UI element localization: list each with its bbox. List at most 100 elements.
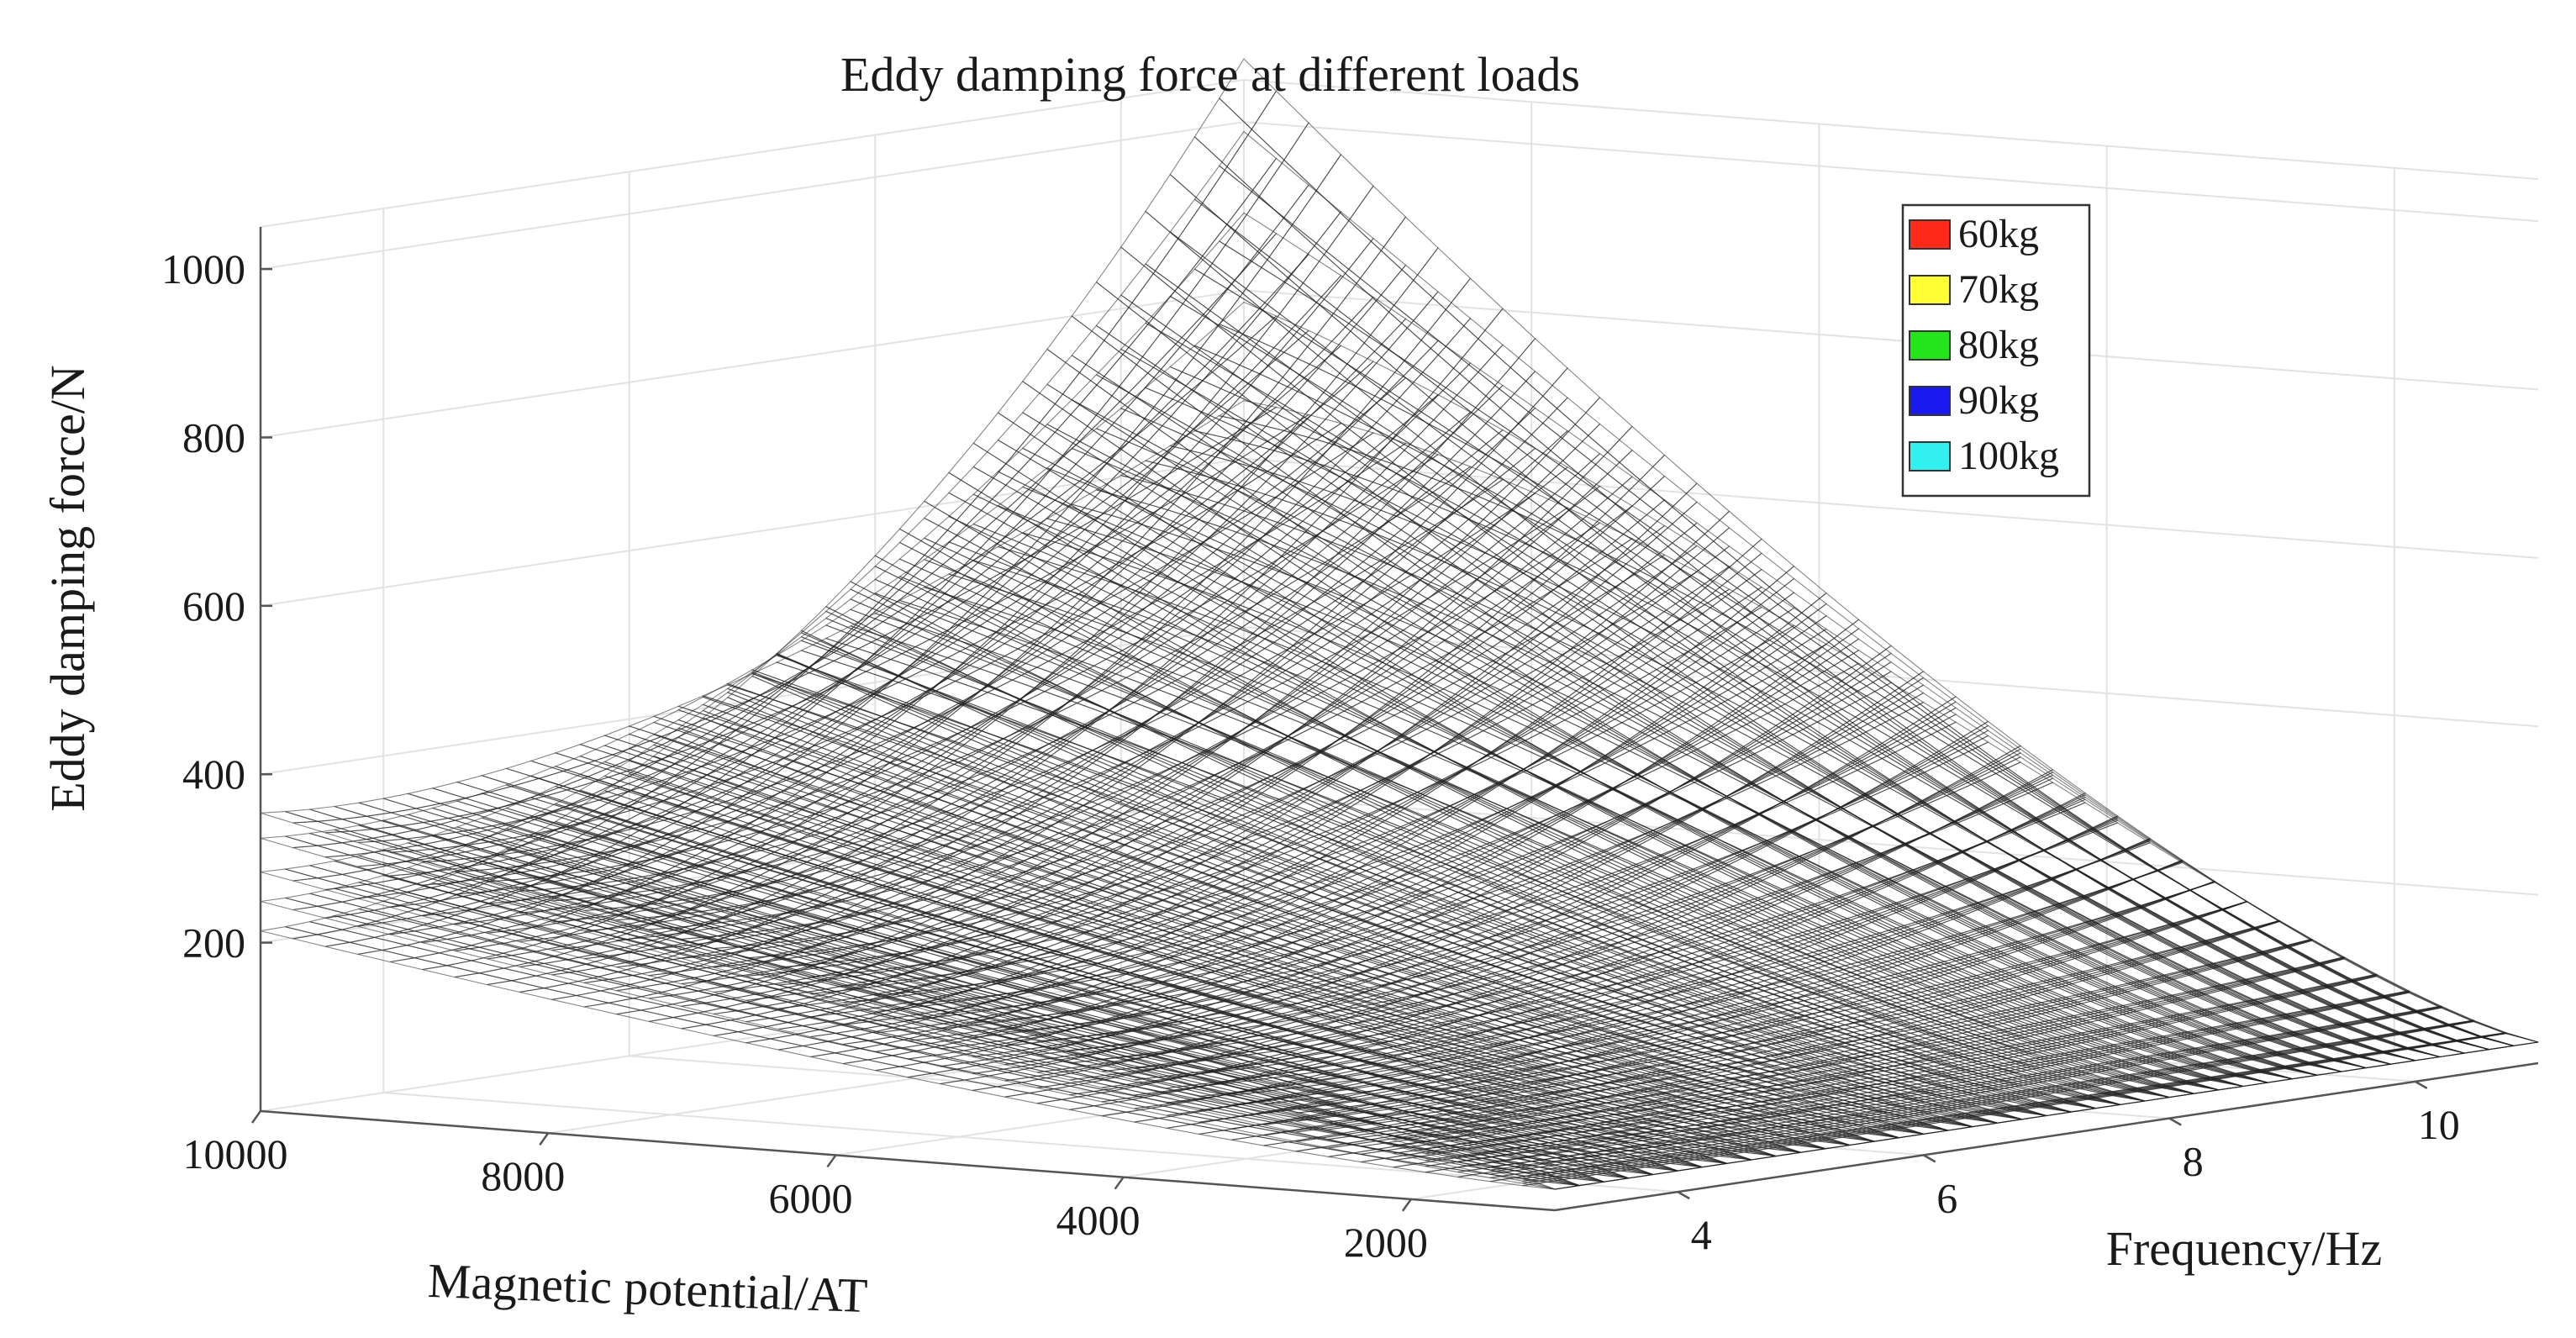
surface-patch	[1388, 365, 1447, 413]
surface-patch	[1376, 735, 1436, 767]
surface-patch	[1274, 374, 1333, 420]
surface-patch	[1208, 518, 1267, 554]
surface-patch	[1151, 493, 1210, 534]
surface-patch	[1145, 231, 1204, 288]
surface-patch	[874, 558, 934, 594]
surface-patch	[1192, 450, 1251, 486]
surface-patch	[1205, 739, 1265, 765]
surface-patch	[840, 662, 900, 694]
top-edge-right	[1243, 79, 2539, 180]
surface-patch	[820, 876, 881, 897]
surface-patch	[1158, 555, 1218, 589]
surface-patch	[1154, 845, 1214, 868]
surface-patch	[1189, 679, 1250, 709]
surface-patch	[839, 748, 899, 771]
surface-patch	[1046, 355, 1105, 406]
surface-patch	[1460, 525, 1520, 558]
surface-patch	[659, 826, 719, 848]
surface-patch	[260, 811, 318, 824]
surface-patch	[925, 977, 983, 993]
surface-patch	[1371, 472, 1430, 510]
surface-patch	[1725, 782, 1785, 814]
surface-patch	[586, 754, 647, 774]
surface-patch	[1373, 906, 1434, 928]
surface-patch	[1524, 661, 1583, 693]
surface-patch	[1839, 794, 1899, 827]
surface-patch	[1014, 935, 1075, 953]
surface-patch	[1736, 586, 1795, 625]
surface-patch	[1054, 403, 1113, 453]
surface-patch	[1856, 757, 1916, 789]
surface-patch	[1671, 522, 1731, 566]
surface-patch	[1144, 445, 1204, 470]
surface-patch	[1224, 566, 1283, 604]
surface-patch	[628, 715, 688, 737]
surface-patch	[933, 909, 994, 925]
surface-patch	[1177, 255, 1236, 312]
surface-patch	[1037, 503, 1096, 543]
surface-patch	[1442, 674, 1502, 704]
m-grid-floor	[260, 963, 1245, 1112]
surface-patch	[1057, 820, 1118, 845]
surface-patch	[586, 766, 646, 788]
surface-patch	[1736, 606, 1795, 641]
surface-patch	[968, 792, 1029, 814]
surface-patch	[1636, 760, 1696, 793]
surface-patch	[1412, 454, 1472, 484]
surface-patch	[898, 517, 958, 560]
surface-patch	[1467, 661, 1526, 691]
surface-patch	[893, 969, 951, 985]
surface-patch	[2104, 1027, 2165, 1046]
surface-patch	[1314, 438, 1373, 482]
surface-patch	[1035, 653, 1095, 680]
surface-patch	[1385, 661, 1445, 694]
surface-patch	[823, 703, 883, 730]
surface-patch	[930, 672, 989, 703]
surface-patch	[1515, 614, 1575, 649]
surface-patch	[1433, 738, 1493, 768]
surface-patch	[1622, 602, 1682, 635]
surface-patch	[1046, 399, 1105, 442]
surface-patch	[1172, 726, 1233, 752]
surface-patch	[1251, 157, 1309, 219]
top-edge-left	[260, 79, 1245, 228]
surface-patch	[1119, 322, 1179, 368]
surface-patch	[1611, 777, 1672, 806]
z-grid-back-left	[260, 457, 1245, 607]
surface-patch	[1102, 559, 1162, 592]
z-grid-back-right	[1243, 626, 2539, 728]
surface-patch	[691, 836, 751, 858]
surface-patch	[1452, 450, 1512, 489]
surface-patch	[529, 786, 590, 809]
surface-patch	[1833, 662, 1893, 697]
surface-patch	[1694, 668, 1754, 701]
surface-patch	[1150, 624, 1209, 661]
surface-patch	[1783, 788, 1842, 820]
surface-patch	[1283, 414, 1342, 440]
surface-patch	[1315, 423, 1375, 450]
surface-patch	[1202, 224, 1261, 282]
surface-patch	[1251, 233, 1309, 283]
surface-patch	[1693, 766, 1753, 798]
surface-patch	[1412, 340, 1472, 389]
surface-patch	[1076, 690, 1135, 716]
surface-patch	[1256, 480, 1316, 516]
surface-patch	[1037, 531, 1097, 565]
surface-patch	[1128, 317, 1187, 371]
surface-patch	[1380, 318, 1439, 367]
surface-patch	[1218, 212, 1277, 262]
surface-patch	[1405, 918, 1466, 939]
surface-patch	[935, 861, 995, 882]
surface-patch	[1913, 756, 1973, 792]
surface-patch	[1143, 418, 1203, 466]
surface-patch	[587, 800, 646, 824]
surface-patch	[1314, 476, 1373, 514]
surface-patch	[1108, 693, 1167, 725]
surface-patch	[1061, 551, 1121, 577]
surface-patch	[885, 896, 946, 915]
surface-patch	[1816, 699, 1876, 735]
surface-patch	[1144, 946, 1205, 963]
surface-patch	[1644, 791, 1704, 822]
